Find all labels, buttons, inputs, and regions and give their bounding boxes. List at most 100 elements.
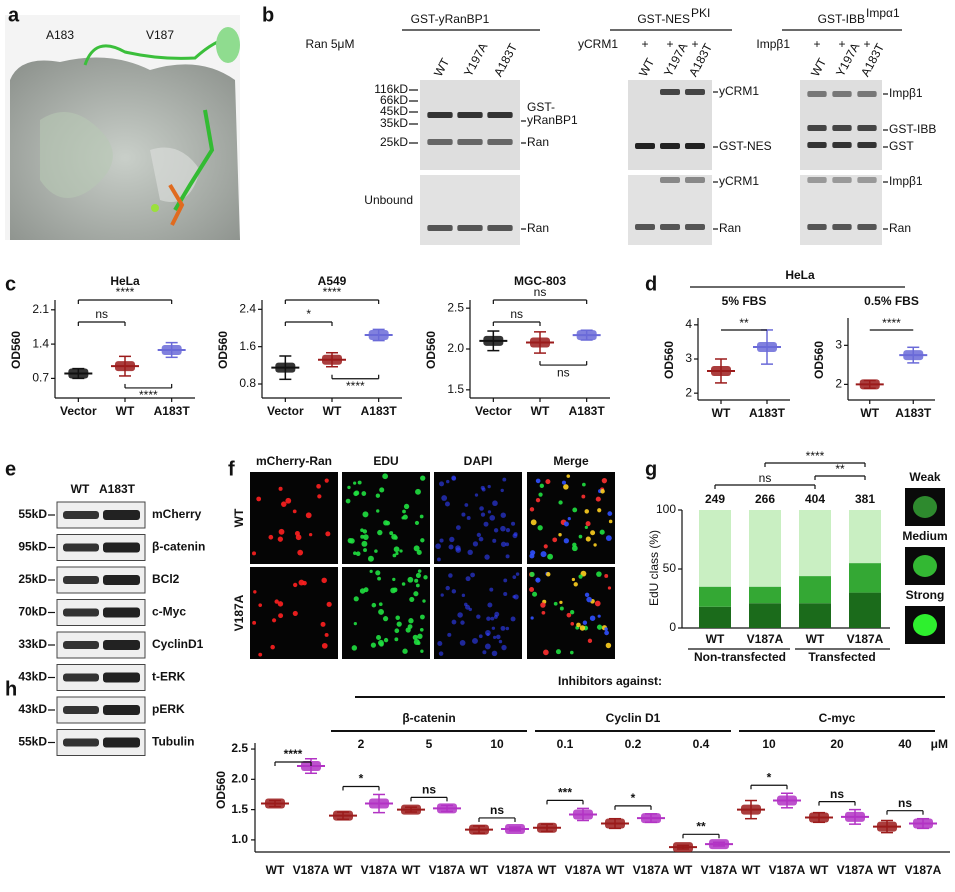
cell xyxy=(379,487,385,493)
plot-title: 5% FBS xyxy=(722,294,767,308)
plus-sign: + xyxy=(863,37,870,51)
sig-label: ** xyxy=(696,819,706,833)
cell xyxy=(540,602,546,608)
plot-title: 0.5% FBS xyxy=(864,294,919,308)
band xyxy=(63,641,99,649)
cell xyxy=(392,577,396,582)
lane-label: WT xyxy=(808,55,829,79)
cell xyxy=(582,620,588,625)
lane-label: Y197A xyxy=(461,41,490,79)
column-label: DAPI xyxy=(464,454,493,468)
band xyxy=(427,225,453,231)
x-tick-label: WT xyxy=(402,863,421,877)
count-label: 381 xyxy=(855,492,875,506)
column-label: mCherry-Ran xyxy=(256,454,332,468)
cell xyxy=(505,542,510,547)
lane-label: A183T xyxy=(686,41,715,79)
plot-title: HeLa xyxy=(110,274,140,288)
cell xyxy=(413,545,420,552)
cell xyxy=(393,546,400,553)
cell xyxy=(538,492,543,497)
partner-label: Impβ1 xyxy=(756,37,790,51)
y-tick-label: 0.8 xyxy=(239,376,256,390)
x-tick-label: V187A xyxy=(565,863,602,877)
cell xyxy=(480,512,486,517)
cell xyxy=(461,593,466,598)
cell xyxy=(292,509,297,514)
band-label: Ran xyxy=(719,221,741,235)
cell xyxy=(355,551,361,557)
cell xyxy=(297,549,304,556)
cell xyxy=(543,544,548,549)
x-tick-label: A183T xyxy=(361,404,398,418)
cell xyxy=(374,549,378,553)
band xyxy=(103,542,140,553)
x-tick-label: V187A xyxy=(847,632,884,646)
band xyxy=(63,738,99,747)
panel-letter: c xyxy=(5,273,16,295)
band xyxy=(685,177,705,183)
panel-letter: a xyxy=(8,4,20,26)
bar-segment xyxy=(699,606,731,628)
cell xyxy=(420,649,424,653)
band xyxy=(487,112,513,118)
band xyxy=(427,112,453,118)
y-axis-label: OD560 xyxy=(812,341,826,379)
cell xyxy=(360,534,365,539)
cell xyxy=(419,514,424,519)
count-label: 249 xyxy=(705,492,725,506)
cell xyxy=(502,477,507,482)
cell xyxy=(479,506,484,511)
lane-label: A183T xyxy=(858,41,887,79)
protein-label: CyclinD1 xyxy=(152,637,204,651)
cell xyxy=(412,634,418,641)
cell xyxy=(409,596,415,602)
cell xyxy=(604,630,609,636)
cell xyxy=(268,534,274,540)
x-tick-label: WT xyxy=(606,863,625,877)
cell xyxy=(394,628,400,634)
band xyxy=(832,224,852,230)
cell xyxy=(324,478,329,483)
y-tick-label: 3 xyxy=(835,338,842,352)
group-label: Non-transfected xyxy=(694,650,786,664)
x-tick-label: V187A xyxy=(429,863,466,877)
cell xyxy=(440,593,444,597)
bar-segment xyxy=(849,592,881,628)
x-tick-label: Vector xyxy=(475,404,512,418)
cell xyxy=(467,549,473,556)
size-label: 33kD xyxy=(18,637,47,651)
cell xyxy=(510,616,516,622)
cell xyxy=(496,634,501,640)
cell xyxy=(316,484,321,489)
panel-title: HeLa xyxy=(785,268,815,282)
cell xyxy=(500,512,506,518)
cell xyxy=(401,582,406,586)
cell xyxy=(587,638,593,643)
cell xyxy=(375,493,381,498)
cell xyxy=(258,603,263,607)
gel-title: GST-NES xyxy=(637,12,690,26)
cell xyxy=(298,579,305,586)
cell xyxy=(419,614,425,620)
y-tick-label: 2.0 xyxy=(447,341,464,355)
cell xyxy=(585,536,591,542)
cell xyxy=(474,493,479,497)
x-tick-label: WT xyxy=(323,404,342,418)
cell xyxy=(597,508,602,513)
row-label: V187A xyxy=(232,594,246,631)
cell xyxy=(478,536,484,542)
cell xyxy=(395,551,399,556)
cell xyxy=(596,624,603,630)
cell xyxy=(326,601,332,607)
legend-label: Strong xyxy=(906,588,945,602)
sig-label: ns xyxy=(759,471,772,485)
band xyxy=(457,225,483,231)
gel xyxy=(420,80,520,170)
sig-label: ns xyxy=(898,796,912,810)
band xyxy=(63,576,99,584)
cell xyxy=(324,632,329,637)
band xyxy=(807,177,827,183)
cell xyxy=(293,582,298,588)
x-tick-label: WT xyxy=(712,406,731,420)
